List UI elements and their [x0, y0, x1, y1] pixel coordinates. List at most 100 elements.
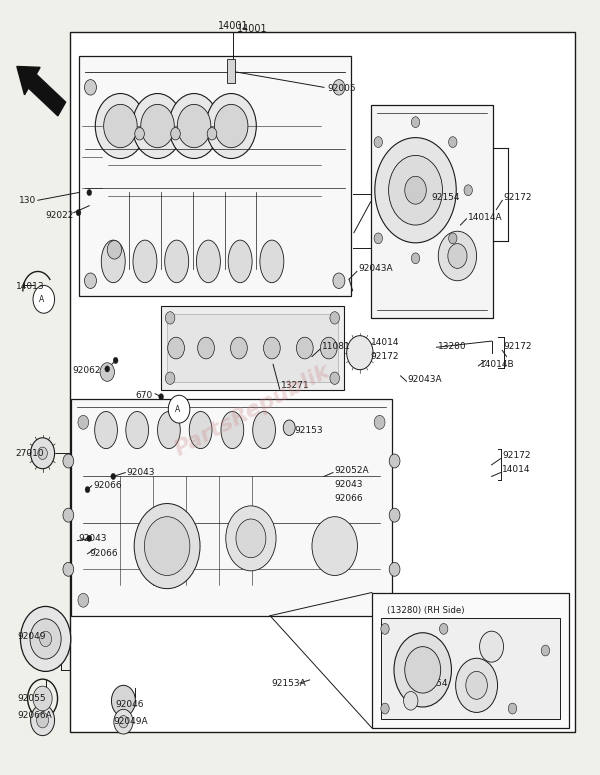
Circle shape [87, 536, 92, 542]
Circle shape [226, 506, 276, 571]
Bar [167, 314, 338, 382]
Circle shape [100, 363, 115, 381]
Bar [372, 593, 569, 728]
Bar [371, 105, 493, 318]
Circle shape [107, 240, 122, 259]
Circle shape [170, 128, 180, 140]
Text: 92172: 92172 [502, 451, 531, 460]
FancyArrow shape [17, 67, 65, 115]
Bar [381, 618, 560, 718]
Text: A: A [39, 294, 44, 304]
Text: 13271: 13271 [281, 381, 310, 391]
Text: 92052A: 92052A [335, 466, 370, 475]
Circle shape [330, 372, 340, 384]
Circle shape [134, 504, 200, 589]
Circle shape [135, 128, 145, 140]
Circle shape [405, 176, 427, 204]
Circle shape [113, 357, 118, 363]
Circle shape [20, 606, 71, 671]
Text: 14001: 14001 [237, 23, 268, 33]
Text: 92172: 92172 [371, 352, 399, 361]
Circle shape [119, 715, 128, 728]
Circle shape [374, 594, 385, 607]
Circle shape [541, 645, 550, 656]
Circle shape [296, 337, 313, 359]
Text: 14014: 14014 [371, 338, 399, 347]
Ellipse shape [165, 240, 188, 283]
Circle shape [312, 517, 358, 576]
Circle shape [85, 80, 97, 95]
Circle shape [236, 519, 266, 558]
Circle shape [389, 156, 442, 225]
Text: (13280) (RH Side): (13280) (RH Side) [387, 606, 464, 615]
Text: 92043: 92043 [127, 468, 155, 477]
Text: 92066A: 92066A [17, 711, 52, 720]
Text: 670: 670 [136, 391, 152, 400]
Text: 92153: 92153 [294, 425, 323, 435]
Circle shape [479, 631, 503, 662]
Circle shape [166, 372, 175, 384]
Circle shape [389, 508, 400, 522]
Text: 92046: 92046 [116, 700, 144, 709]
Text: 92154: 92154 [431, 193, 460, 202]
Circle shape [169, 94, 219, 159]
Circle shape [87, 189, 92, 195]
Circle shape [206, 94, 256, 159]
Circle shape [31, 438, 55, 469]
Text: 92022: 92022 [46, 212, 74, 220]
Circle shape [112, 685, 136, 716]
Circle shape [78, 594, 89, 607]
Text: 92066: 92066 [335, 494, 364, 503]
Text: 92066: 92066 [94, 481, 122, 491]
Text: 92043: 92043 [79, 534, 107, 542]
Circle shape [374, 136, 382, 147]
Circle shape [85, 487, 90, 493]
Text: 92062: 92062 [73, 366, 101, 375]
Ellipse shape [133, 240, 157, 283]
Circle shape [374, 233, 382, 244]
Circle shape [166, 312, 175, 324]
Bar [227, 59, 235, 84]
Circle shape [455, 658, 497, 712]
Circle shape [389, 563, 400, 577]
Text: 92154: 92154 [420, 679, 448, 687]
Text: 92066: 92066 [89, 549, 118, 557]
Circle shape [111, 474, 116, 480]
Circle shape [169, 395, 190, 423]
Circle shape [133, 94, 182, 159]
Ellipse shape [253, 412, 275, 449]
Text: 13280: 13280 [437, 342, 466, 351]
Ellipse shape [196, 240, 220, 283]
Circle shape [330, 312, 340, 324]
Text: 14014A: 14014A [467, 213, 502, 222]
Circle shape [214, 105, 248, 148]
Text: 92043A: 92043A [359, 264, 393, 273]
Circle shape [230, 337, 247, 359]
Circle shape [63, 563, 74, 577]
Text: PartsRepublik: PartsRepublik [171, 361, 334, 460]
Circle shape [38, 447, 47, 460]
Text: 92153A: 92153A [271, 679, 306, 687]
Bar [70, 32, 575, 732]
Ellipse shape [158, 412, 180, 449]
Text: A: A [175, 405, 180, 414]
Circle shape [381, 623, 389, 634]
Text: 92049A: 92049A [113, 717, 148, 726]
Circle shape [31, 704, 55, 735]
Text: 14013: 14013 [16, 282, 44, 291]
Text: 14014B: 14014B [479, 360, 514, 369]
Text: 14014: 14014 [502, 465, 531, 474]
Circle shape [105, 366, 110, 372]
Ellipse shape [221, 412, 244, 449]
Circle shape [448, 243, 467, 268]
Circle shape [412, 117, 420, 128]
Circle shape [114, 709, 133, 734]
Circle shape [389, 454, 400, 468]
Circle shape [412, 253, 420, 264]
Ellipse shape [101, 240, 125, 283]
Circle shape [33, 686, 52, 711]
Bar [79, 57, 351, 296]
Text: 27010: 27010 [16, 449, 44, 458]
Circle shape [85, 273, 97, 288]
Circle shape [63, 508, 74, 522]
